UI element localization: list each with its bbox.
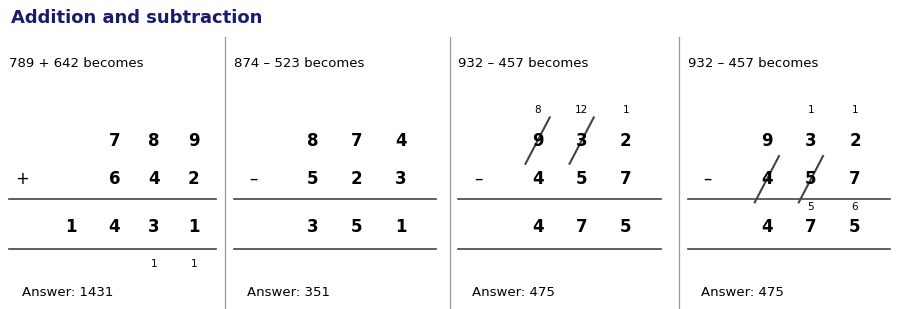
Text: 4: 4: [761, 218, 772, 236]
Text: 2: 2: [352, 170, 362, 188]
Text: 12: 12: [575, 105, 588, 115]
Text: –: –: [249, 170, 258, 188]
Text: 2: 2: [620, 132, 631, 150]
Text: 4: 4: [761, 170, 772, 188]
Text: 8: 8: [148, 132, 160, 150]
Text: 874 – 523 becomes: 874 – 523 becomes: [234, 57, 364, 70]
Text: 1: 1: [396, 218, 406, 236]
Text: +: +: [15, 170, 29, 188]
Text: Answer: 1431: Answer: 1431: [22, 286, 113, 298]
Text: 5: 5: [807, 202, 814, 212]
Text: 7: 7: [806, 218, 816, 236]
Text: 5: 5: [850, 218, 860, 236]
Text: 8: 8: [307, 132, 318, 150]
Text: 7: 7: [352, 132, 362, 150]
Text: 9: 9: [188, 132, 200, 150]
Text: 5: 5: [352, 218, 362, 236]
Text: 3: 3: [576, 132, 587, 150]
Text: 4: 4: [109, 218, 120, 236]
Text: 6: 6: [109, 170, 120, 188]
Text: 5: 5: [307, 170, 318, 188]
Text: 4: 4: [396, 132, 406, 150]
Text: 5: 5: [806, 170, 816, 188]
Text: 1: 1: [151, 259, 157, 269]
Text: 4: 4: [532, 218, 543, 236]
Text: 6: 6: [851, 202, 859, 212]
Text: 9: 9: [532, 132, 543, 150]
Text: 3: 3: [806, 132, 816, 150]
Text: 3: 3: [148, 218, 160, 236]
Text: 5: 5: [576, 170, 587, 188]
Text: 3: 3: [307, 218, 318, 236]
Text: Answer: 475: Answer: 475: [471, 286, 555, 298]
Text: 1: 1: [851, 105, 859, 115]
Text: 789 + 642 becomes: 789 + 642 becomes: [9, 57, 143, 70]
Text: Addition and subtraction: Addition and subtraction: [11, 9, 263, 27]
Text: 3: 3: [396, 170, 406, 188]
Text: 7: 7: [576, 218, 587, 236]
Text: Answer: 475: Answer: 475: [701, 286, 784, 298]
Text: 1: 1: [65, 218, 76, 236]
Text: 7: 7: [620, 170, 631, 188]
Text: 2: 2: [850, 132, 860, 150]
Text: 5: 5: [620, 218, 631, 236]
Text: 1: 1: [622, 105, 629, 115]
Text: 2: 2: [188, 170, 200, 188]
Text: 4: 4: [532, 170, 543, 188]
Text: 1: 1: [191, 259, 197, 269]
Text: 7: 7: [109, 132, 120, 150]
Text: –: –: [474, 170, 483, 188]
Text: 1: 1: [807, 105, 814, 115]
Text: 1: 1: [188, 218, 200, 236]
Text: 932 – 457 becomes: 932 – 457 becomes: [458, 57, 589, 70]
Text: –: –: [703, 170, 712, 188]
Text: 932 – 457 becomes: 932 – 457 becomes: [688, 57, 818, 70]
Text: 7: 7: [850, 170, 860, 188]
Text: 9: 9: [761, 132, 772, 150]
Text: Answer: 351: Answer: 351: [246, 286, 330, 298]
Text: 4: 4: [148, 170, 160, 188]
Text: 8: 8: [534, 105, 541, 115]
